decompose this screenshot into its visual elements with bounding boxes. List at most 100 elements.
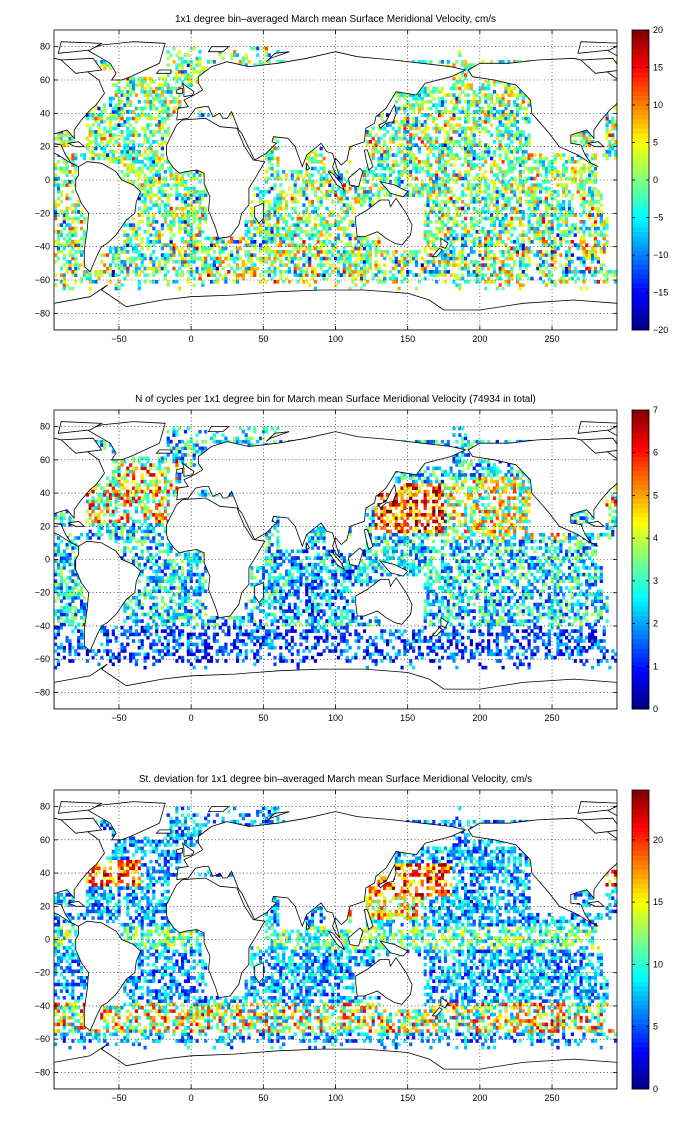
heatmap-cell <box>406 253 410 257</box>
heatmap-cell <box>82 233 87 237</box>
heatmap-cell <box>426 223 430 227</box>
heatmap-cell <box>521 273 525 277</box>
heatmap-cell <box>458 126 462 131</box>
heatmap-cell <box>155 200 159 204</box>
heatmap-cell <box>536 220 540 224</box>
heatmap-cell <box>406 103 410 107</box>
heatmap-cell <box>311 210 315 214</box>
heatmap-cell <box>487 250 491 254</box>
heatmap-cell <box>475 126 479 131</box>
heatmap-cell <box>97 130 101 134</box>
heatmap-cell <box>157 203 162 207</box>
heatmap-cell <box>143 280 147 284</box>
heatmap-cell <box>475 236 479 241</box>
heatmap-cell <box>527 206 531 211</box>
heatmap-cell <box>146 243 150 247</box>
heatmap-cell <box>417 103 421 107</box>
heatmap-cell <box>65 283 69 287</box>
heatmap-cell <box>524 246 528 251</box>
heatmap-cell <box>472 206 476 211</box>
heatmap-cell <box>498 273 502 277</box>
heatmap-cell <box>155 270 159 274</box>
heatmap-cell <box>270 230 274 234</box>
heatmap-cell <box>472 186 476 191</box>
heatmap-cell <box>137 243 141 247</box>
heatmap-cell <box>565 270 569 274</box>
heatmap-cell <box>394 256 398 261</box>
heatmap-cell <box>539 223 543 227</box>
heatmap-cell <box>204 266 208 271</box>
heatmap-cell <box>455 213 459 217</box>
heatmap-cell <box>541 156 546 161</box>
heatmap-cell <box>94 136 98 141</box>
heatmap-cell <box>155 150 159 154</box>
heatmap-cell <box>484 176 488 181</box>
heatmap-cell <box>464 86 468 91</box>
heatmap-cell <box>388 173 393 177</box>
heatmap-cell <box>487 206 491 211</box>
heatmap-cell <box>308 243 312 247</box>
heatmap-cell <box>351 210 355 214</box>
heatmap-cell <box>195 240 199 244</box>
heatmap-cell <box>605 273 609 277</box>
heatmap-cell <box>599 263 603 267</box>
heatmap-cell <box>230 240 234 244</box>
heatmap-cell <box>608 133 612 137</box>
heatmap-cell <box>423 236 427 241</box>
heatmap-cell <box>539 163 543 167</box>
heatmap-cell <box>458 283 462 287</box>
heatmap-cell <box>160 83 164 87</box>
heatmap-cell <box>481 173 485 177</box>
heatmap-cell <box>518 170 522 174</box>
heatmap-cell <box>400 150 404 154</box>
heatmap-cell <box>513 240 517 244</box>
heatmap-cell <box>146 216 150 221</box>
heatmap-cell <box>504 106 508 111</box>
heatmap-cell <box>513 163 517 167</box>
heatmap-cell <box>547 270 551 274</box>
heatmap-cell <box>438 130 442 134</box>
heatmap-cell <box>553 170 557 174</box>
heatmap-cell <box>183 240 188 244</box>
heatmap-cell <box>181 210 185 214</box>
heatmap-cell <box>77 240 81 244</box>
heatmap-cell <box>487 240 491 244</box>
heatmap-cell <box>423 260 427 264</box>
heatmap-cell <box>556 226 560 231</box>
heatmap-cell <box>524 113 528 117</box>
heatmap-cell <box>149 196 153 201</box>
heatmap-cell <box>438 60 442 64</box>
heatmap-cell <box>504 90 508 94</box>
heatmap-cell <box>189 233 193 237</box>
heatmap-cell <box>279 270 283 274</box>
heatmap-cell <box>435 116 439 121</box>
heatmap-cell <box>475 273 479 277</box>
heatmap-cell <box>54 213 58 217</box>
heatmap-cell <box>599 210 603 214</box>
heatmap-cell <box>56 246 61 251</box>
heatmap-cell <box>308 156 312 161</box>
heatmap-cell <box>544 180 548 184</box>
heatmap-cell <box>140 86 144 91</box>
heatmap-cell <box>567 263 572 267</box>
heatmap-cell <box>544 173 548 177</box>
heatmap-cell <box>134 230 138 234</box>
heatmap-cell <box>446 253 450 257</box>
heatmap-cell <box>593 220 598 224</box>
heatmap-cell <box>484 130 488 134</box>
heatmap-cell <box>175 70 179 74</box>
heatmap-cell <box>132 140 136 144</box>
heatmap-cell <box>132 156 136 161</box>
heatmap-cell <box>412 96 416 101</box>
heatmap-cell <box>435 160 439 164</box>
heatmap-cell <box>429 93 433 97</box>
heatmap-cell <box>56 133 61 137</box>
heatmap-cell <box>472 183 476 187</box>
heatmap-cell <box>111 160 115 164</box>
heatmap-cell <box>469 153 473 157</box>
heatmap-cell <box>201 250 205 254</box>
heatmap-cell <box>201 66 205 71</box>
heatmap-cell <box>591 203 595 207</box>
heatmap-cell <box>611 123 615 127</box>
heatmap-cell <box>293 183 297 187</box>
